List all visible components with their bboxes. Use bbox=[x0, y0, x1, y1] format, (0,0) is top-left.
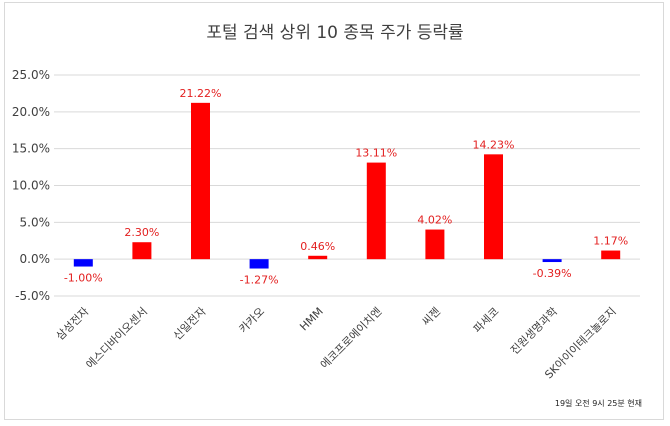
x-tick-label: 신일전자 bbox=[170, 304, 209, 343]
x-tick-label: 삼성전자 bbox=[54, 305, 92, 343]
data-label: 1.17% bbox=[593, 235, 628, 248]
chart-title: 포털 검색 상위 10 종목 주가 등락률 bbox=[206, 23, 464, 43]
data-label: 0.46% bbox=[300, 240, 335, 253]
data-label: 13.11% bbox=[355, 147, 397, 160]
data-label: 4.02% bbox=[417, 214, 452, 227]
data-label: -1.27% bbox=[240, 274, 279, 287]
y-tick-label: 25.0% bbox=[12, 68, 50, 82]
x-tick-label: 에스디바이오센서 bbox=[84, 305, 150, 371]
bar-1 bbox=[132, 242, 152, 260]
bar-2 bbox=[191, 102, 210, 260]
y-tick-label: -5.0% bbox=[15, 289, 50, 303]
bar-4 bbox=[308, 255, 328, 260]
bar-6 bbox=[425, 229, 445, 260]
data-label: 2.30% bbox=[124, 226, 159, 239]
bar-8 bbox=[542, 259, 562, 263]
y-tick-label: 10.0% bbox=[12, 179, 50, 193]
bar-9 bbox=[601, 250, 621, 260]
x-tick-label: 에코프로에이치엔 bbox=[318, 305, 384, 371]
bar-7 bbox=[484, 154, 503, 260]
x-tick-label: 파세코 bbox=[471, 305, 502, 336]
y-tick-label: 0.0% bbox=[20, 252, 51, 266]
data-label: 14.23% bbox=[473, 138, 515, 151]
y-tick-label: 15.0% bbox=[12, 142, 50, 156]
data-label: -0.39% bbox=[533, 267, 572, 280]
bar-3 bbox=[249, 259, 269, 269]
x-tick-label: 카카오 bbox=[237, 305, 268, 336]
y-tick-label: 20.0% bbox=[12, 105, 50, 119]
footnote: 19일 오전 9시 25분 현재 bbox=[554, 399, 642, 408]
data-label: -1.00% bbox=[64, 272, 103, 285]
x-tick-label: 씨젠 bbox=[420, 305, 444, 329]
x-tick-label: 진원생명과학 bbox=[508, 305, 560, 357]
y-tick-label: 5.0% bbox=[20, 215, 51, 229]
data-label: 21.22% bbox=[180, 87, 222, 100]
bar-0 bbox=[73, 259, 93, 267]
x-tick-label: HMM bbox=[297, 305, 325, 333]
chart-frame bbox=[4, 2, 664, 420]
bar-5 bbox=[366, 162, 386, 260]
